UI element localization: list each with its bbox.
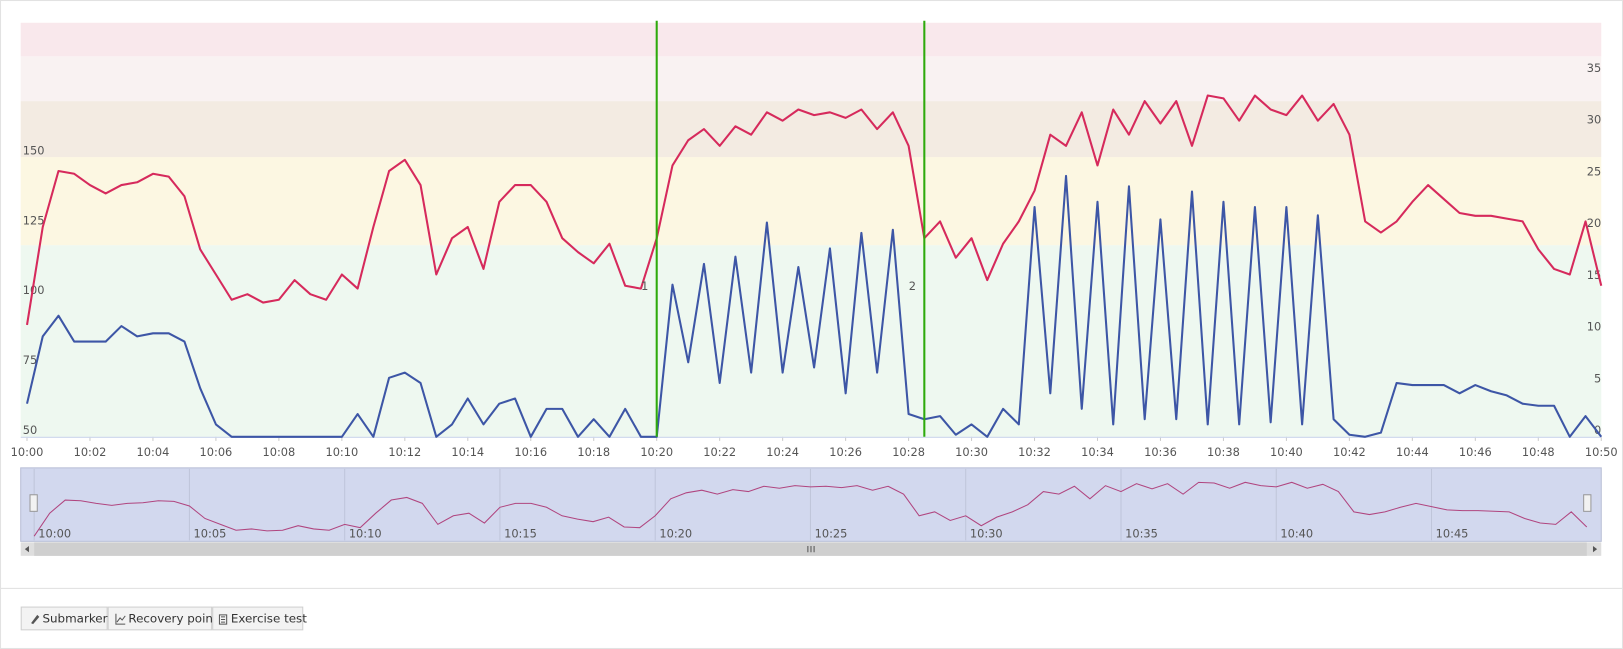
x-tick-label: 10:22 [703,445,736,459]
x-tick-label: 10:32 [1018,445,1051,459]
x-tick-label: 10:26 [829,445,862,459]
x-tick-label: 10:20 [640,445,673,459]
zone-band [20,56,1602,102]
x-tick-label: 10:10 [325,445,358,459]
navigator-line [33,481,1588,537]
x-tick-label: 10:36 [1144,445,1177,459]
x-tick-label: 10:48 [1522,445,1555,459]
navigator-tick-label: 10:35 [1125,527,1158,541]
navigator-handle-left[interactable] [29,494,38,512]
x-tick-label: 10:46 [1459,445,1492,459]
navigator: 10:00 10:05 10:10 10:15 10:20 10:25 10:30 10:35… [20,467,1602,542]
y2-tick-label: 0 [1594,423,1601,437]
navigator-tick-label: 10:10 [349,527,382,541]
x-tick-label: 10:40 [1270,445,1303,459]
x-tick-label: 10:24 [766,445,799,459]
navigator-tick-label: 10:45 [1436,527,1469,541]
toolbar: Submarker Recovery point Exercise test [20,606,308,631]
pencil-icon [31,614,40,625]
x-tick-label: 10:34 [1081,445,1114,459]
y-tick-label: 150 [23,143,45,157]
scroll-grip[interactable] [807,546,815,553]
button-frame[interactable] [107,606,213,631]
x-tick-label: 10:00 [11,445,44,459]
submarker-button[interactable]: Submarker [20,606,108,631]
marker-label: 1 [641,279,648,293]
y2-tick-label: 30 [1587,113,1601,127]
y2-tick-label: 10 [1587,320,1601,334]
button-label[interactable]: Exercise test [231,611,307,625]
navigator-handle-right[interactable] [1583,494,1592,512]
navigator-tick-label: 10:25 [815,527,848,541]
chart-icon [115,613,126,625]
y-tick-label: 125 [23,213,45,227]
x-tick-label: 10:38 [1207,445,1240,459]
scroll-right-arrow[interactable] [1592,546,1598,553]
x-tick-label: 10:18 [577,445,610,459]
y2-tick-label: 5 [1594,371,1601,385]
marker-label: 2 [909,279,916,293]
navigator-tick-label: 10:30 [970,527,1003,541]
y2-tick-label: 20 [1587,216,1601,230]
recovery-point-button[interactable]: Recovery point [107,606,218,631]
x-tick-label: 10:30 [955,445,988,459]
scroll-left-arrow[interactable] [24,546,29,553]
x-tick-label: 10:04 [137,445,170,459]
x-tick-label: 10:50 [1585,445,1618,459]
y-tick-label: 50 [23,423,37,437]
navigator-tick-label: 10:15 [504,527,537,541]
button-frame[interactable] [212,606,304,631]
x-tick-label: 10:02 [74,445,107,459]
y2-tick-label: 25 [1587,164,1601,178]
x-tick-label: 10:08 [262,445,295,459]
button-frame[interactable] [20,606,108,631]
series-line [25,94,1603,326]
y-tick-label: 75 [23,353,37,367]
x-tick-label: 10:06 [200,445,233,459]
y2-tick-label: 35 [1587,61,1601,75]
x-tick-label: 10:42 [1333,445,1366,459]
button-label[interactable]: Submarker [42,611,107,625]
navigator-tick-label: 10:20 [659,527,692,541]
navigator-tick-label: 10:00 [38,527,71,541]
navigator-tick-label: 10:40 [1280,527,1313,541]
x-tick-label: 10:28 [892,445,925,459]
exercise-test-button[interactable]: Exercise test [212,606,308,631]
series-line [26,174,1603,438]
zone-band [20,22,1602,57]
scrollbar[interactable] [20,494,1602,556]
x-tick-label: 10:12 [388,445,421,459]
zone-band [20,157,1602,246]
button-label[interactable]: Recovery point [128,611,218,625]
zone-band [20,101,1602,158]
x-tick-label: 10:14 [451,445,484,459]
x-tick-label: 10:16 [514,445,547,459]
x-tick-label: 10:44 [1396,445,1429,459]
navigator-tick-label: 10:05 [194,527,227,541]
test-icon [218,614,228,625]
